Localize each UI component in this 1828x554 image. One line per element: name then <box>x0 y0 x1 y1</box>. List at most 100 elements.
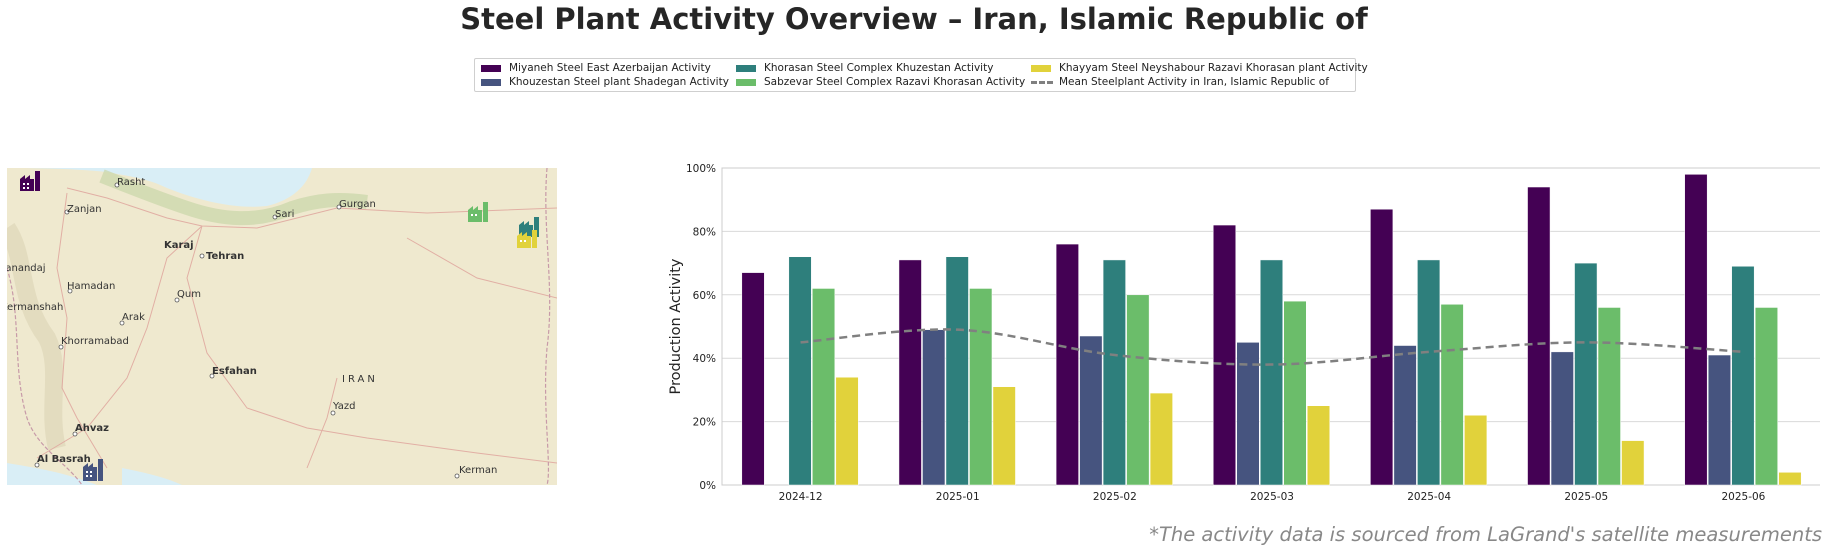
legend-swatch <box>736 64 756 72</box>
city-dots <box>34 182 460 479</box>
city-label: Hamadan <box>67 281 115 292</box>
bar <box>1417 259 1441 486</box>
y-tick-label: 20% <box>693 417 716 429</box>
x-tick-label: 2025-03 <box>1250 491 1294 503</box>
plant-icon-khouzestan <box>83 459 103 481</box>
legend-item: Khorasan Steel Complex Khuzestan Activit… <box>736 61 993 75</box>
city-label: Al Basrah <box>37 454 91 465</box>
bar <box>1370 208 1394 486</box>
bar <box>835 376 859 486</box>
city-label: Esfahan <box>212 366 257 377</box>
bar <box>898 259 922 486</box>
bar <box>1307 405 1330 486</box>
legend-item: Sabzevar Steel Complex Razavi Khorasan A… <box>736 75 1025 89</box>
map-land <box>7 168 557 485</box>
bar <box>1055 243 1079 486</box>
y-tick-label: 60% <box>693 290 716 302</box>
legend-label: Sabzevar Steel Complex Razavi Khorasan A… <box>764 76 1026 88</box>
legend-line-swatch <box>1031 80 1053 84</box>
bar <box>1597 307 1621 486</box>
legend-item: Khayyam Steel Neyshabour Razavi Khorasan… <box>1031 61 1368 75</box>
bar <box>945 256 969 486</box>
bar <box>992 386 1016 486</box>
city-label: Tehran <box>206 251 244 262</box>
country-label: IRAN <box>342 374 378 385</box>
legend-swatch <box>481 78 501 86</box>
legend-item: Khouzestan Steel plant Shadegan Activity <box>481 75 729 89</box>
y-tick-label: 100% <box>686 163 716 175</box>
alborz-range <box>99 169 368 226</box>
bar <box>812 288 836 486</box>
bar <box>1393 345 1417 486</box>
zagros-range <box>7 223 66 451</box>
gulf-water <box>122 468 182 485</box>
legend-label: Khouzestan Steel plant Shadegan Activity <box>509 76 729 88</box>
plant-icon-sabzevar <box>468 202 488 222</box>
bar <box>1102 259 1126 486</box>
bar <box>788 256 812 486</box>
map-panel: Rasht Zanjan Sari Gurgan Karaj Tehran Sa… <box>7 168 557 485</box>
city-label: Rasht <box>117 177 145 188</box>
bar <box>1754 307 1778 486</box>
legend-label: Miyaneh Steel East Azerbaijan Activity <box>509 62 711 74</box>
city-label: Qum <box>177 289 201 300</box>
footnote: *The activity data is sourced from LaGra… <box>1149 523 1822 546</box>
mean-line <box>800 328 1744 366</box>
bar <box>1778 472 1802 486</box>
caspian-sea <box>7 168 312 207</box>
bar <box>1236 342 1260 486</box>
legend-swatch <box>1031 64 1051 72</box>
persian-gulf <box>7 463 97 485</box>
bar <box>1213 224 1236 486</box>
chart-title: Steel Plant Activity Overview – Iran, Is… <box>460 2 1368 36</box>
legend-label: Khorasan Steel Complex Khuzestan Activit… <box>764 62 994 74</box>
legend-label: Mean Steelplant Activity in Iran, Islami… <box>1059 76 1329 88</box>
city-label: Khorramabad <box>61 336 129 347</box>
city-label: Ahvaz <box>75 423 109 434</box>
bar <box>1440 304 1464 486</box>
city-label: Sanandaj <box>7 263 46 274</box>
x-tick-label: 2025-06 <box>1721 491 1765 503</box>
roads <box>36 187 557 469</box>
legend: Miyaneh Steel East Azerbaijan Activity Kh… <box>474 58 1368 92</box>
x-tick-label: 2025-02 <box>1093 491 1137 503</box>
bar <box>922 329 946 486</box>
y-tick-label: 40% <box>693 353 716 365</box>
city-label: Karaj <box>164 240 194 251</box>
bar <box>1079 335 1103 486</box>
legend-swatch <box>736 78 756 86</box>
legend-item: Miyaneh Steel East Azerbaijan Activity <box>481 61 711 75</box>
x-tick-label: 2025-04 <box>1407 491 1451 503</box>
city-label: Zanjan <box>67 204 102 215</box>
bar <box>969 288 993 486</box>
bar <box>1149 392 1173 486</box>
bar <box>1731 266 1755 486</box>
city-label: Arak <box>122 312 145 323</box>
bar <box>1550 351 1574 486</box>
bar <box>1464 415 1488 486</box>
bar <box>1684 174 1708 486</box>
x-tick-label: 2024-12 <box>779 491 823 503</box>
city-label: Gurgan <box>339 199 376 210</box>
bar <box>1621 440 1645 486</box>
plant-icon-khorasan <box>519 217 539 237</box>
city-label: Sari <box>275 209 294 220</box>
y-tick-label: 80% <box>693 226 716 238</box>
bar <box>1574 262 1598 486</box>
city-label: Kerman <box>459 465 497 476</box>
x-tick-label: 2025-01 <box>936 491 980 503</box>
bar <box>1126 294 1150 486</box>
plant-icon-khayyam <box>517 230 537 248</box>
bar <box>1260 259 1283 486</box>
bar <box>741 272 765 486</box>
bar <box>1283 300 1307 486</box>
bar <box>1527 186 1551 486</box>
y-axis-label: Production Activity <box>668 258 684 394</box>
y-tick-label: 0% <box>699 480 716 492</box>
bar <box>1707 354 1731 486</box>
plant-icon-miyaneh <box>20 171 40 191</box>
legend-label: Khayyam Steel Neyshabour Razavi Khorasan… <box>1059 62 1368 74</box>
city-label: Kermanshah <box>7 302 63 313</box>
city-label: Yazd <box>332 401 355 412</box>
legend-swatch <box>481 64 501 72</box>
